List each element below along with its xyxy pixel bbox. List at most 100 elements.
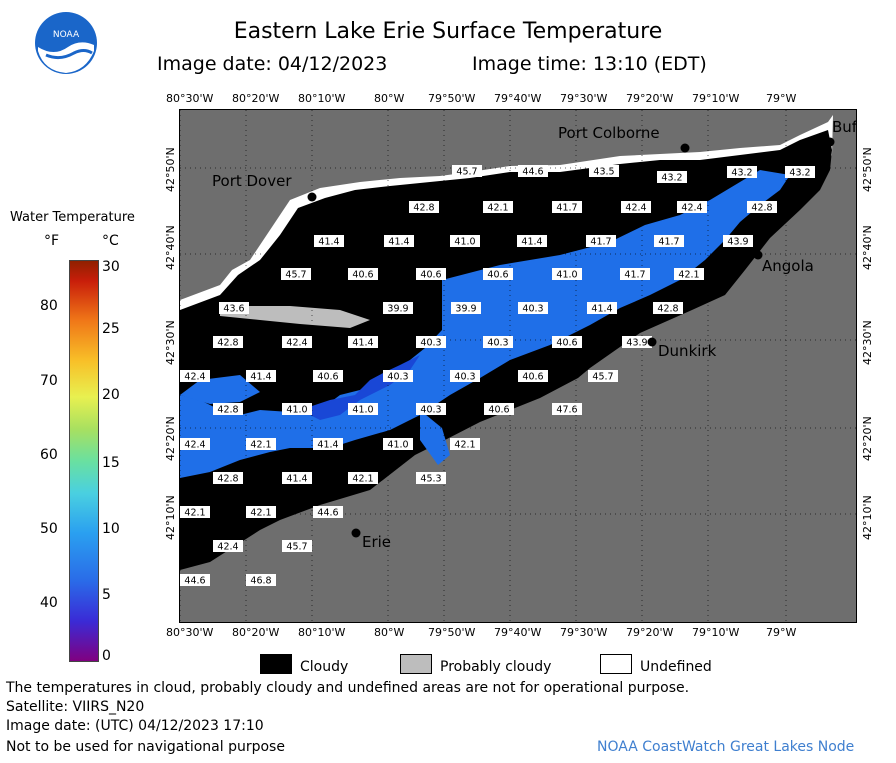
temperature-value: 43.2 bbox=[661, 173, 682, 184]
temperature-value: 42.8 bbox=[217, 405, 238, 416]
temperature-label-bg bbox=[518, 165, 548, 177]
temperature-label-bg bbox=[219, 302, 249, 314]
temperature-label: 41.4 bbox=[348, 336, 378, 349]
probably-cloudy-label: Probably cloudy bbox=[440, 659, 552, 675]
noaa-logo: NOAA bbox=[34, 11, 98, 75]
temperature-label-bg bbox=[450, 370, 480, 382]
lat-label: 42°40'N bbox=[861, 225, 874, 270]
temperature-label-bg bbox=[281, 268, 311, 280]
colorbar-f-tick: 80 bbox=[40, 298, 58, 314]
lon-label: 80°30'W bbox=[166, 92, 214, 105]
graticule bbox=[179, 110, 856, 622]
noaa-logo-icon: NOAA bbox=[35, 12, 97, 74]
temperature-value: 41.4 bbox=[250, 372, 271, 383]
temperature-value: 40.3 bbox=[487, 338, 508, 349]
temperature-value: 42.4 bbox=[217, 542, 238, 553]
temperature-label-bg bbox=[246, 438, 276, 450]
temperature-label-bg bbox=[483, 336, 513, 348]
temperature-value: 42.8 bbox=[657, 304, 678, 315]
map-title: Eastern Lake Erie Surface Temperature bbox=[233, 19, 663, 44]
temperature-label: 40.3 bbox=[416, 336, 446, 349]
temperature-label-bg bbox=[282, 472, 312, 484]
lon-label: 79°10'W bbox=[692, 92, 740, 105]
temperature-label-bg bbox=[654, 235, 684, 247]
temperature-label-bg bbox=[416, 403, 446, 415]
buffalo-label: Buf bbox=[832, 118, 856, 136]
lat-label: 42°50'N bbox=[164, 147, 177, 192]
temperature-value: 43.2 bbox=[731, 168, 752, 179]
temperature-label: 40.6 bbox=[518, 370, 548, 383]
temperature-label: 41.0 bbox=[383, 438, 413, 451]
temperature-label: 42.4 bbox=[180, 370, 210, 383]
lon-label: 80°W bbox=[374, 92, 405, 105]
temperature-label: 41.4 bbox=[313, 438, 343, 451]
temperature-label-bg bbox=[348, 268, 378, 280]
colorbar-c-tick: 25 bbox=[102, 321, 120, 337]
temperature-label: 42.4 bbox=[677, 201, 707, 214]
colorbar-title: Water Temperature bbox=[10, 210, 135, 225]
temperature-value: 43.9 bbox=[626, 338, 647, 349]
temperature-value: 42.1 bbox=[487, 203, 508, 214]
temperature-label-bg bbox=[314, 235, 344, 247]
temperature-label: 41.0 bbox=[450, 235, 480, 248]
temperature-label-bg bbox=[588, 370, 618, 382]
temperature-value: 40.6 bbox=[420, 270, 441, 281]
temperature-label: 40.3 bbox=[518, 302, 548, 315]
lon-label: 80°10'W bbox=[298, 92, 346, 105]
temperature-label-bg bbox=[587, 302, 617, 314]
temperature-label-bg bbox=[451, 302, 481, 314]
temperature-label: 43.9 bbox=[622, 336, 652, 349]
water-area bbox=[420, 410, 450, 465]
lon-label: 80°30'W bbox=[166, 626, 214, 639]
utc-date: Image date: (UTC) 04/12/2023 17:10 bbox=[6, 718, 264, 734]
temperature-label: 40.3 bbox=[383, 370, 413, 383]
temperature-value: 45.7 bbox=[285, 270, 306, 281]
temperature-labels: 45.7 44.6 43.5 43.2 43.2 43.2 42.8 42.1 41.7 42.4… bbox=[180, 165, 815, 587]
temperature-label-bg bbox=[416, 268, 446, 280]
map-frame bbox=[179, 109, 857, 623]
temperature-value: 42.4 bbox=[625, 203, 646, 214]
temperature-label-bg bbox=[348, 472, 378, 484]
temperature-label: 43.2 bbox=[785, 166, 815, 179]
temperature-label-bg bbox=[483, 201, 513, 213]
lon-label: 79°30'W bbox=[560, 626, 608, 639]
temperature-label: 47.6 bbox=[552, 403, 582, 416]
temperature-value: 43.5 bbox=[593, 167, 614, 178]
temperature-label-bg bbox=[313, 370, 343, 382]
lat-label: 42°10'N bbox=[861, 495, 874, 540]
temperature-value: 42.8 bbox=[751, 203, 772, 214]
temperature-label-bg bbox=[450, 438, 480, 450]
dunkirk-marker bbox=[647, 337, 657, 347]
svg-text:NOAA: NOAA bbox=[53, 30, 80, 40]
credit-link[interactable]: NOAA CoastWatch Great Lakes Node bbox=[597, 739, 855, 755]
temperature-label-bg bbox=[518, 370, 548, 382]
satellite: Satellite: VIIRS_N20 bbox=[6, 699, 145, 715]
unit-fahrenheit: °F bbox=[44, 233, 60, 249]
temperature-label: 45.7 bbox=[282, 540, 312, 553]
temperature-label-bg bbox=[621, 201, 651, 213]
colorbar-c-tick: 20 bbox=[102, 387, 120, 403]
temperature-value: 45.7 bbox=[286, 542, 307, 553]
lat-label: 42°10'N bbox=[164, 495, 177, 540]
temperature-label: 40.6 bbox=[552, 336, 582, 349]
probably-cloudy-area bbox=[220, 306, 370, 328]
temperature-label-bg bbox=[653, 302, 683, 314]
temperature-label: 45.7 bbox=[588, 370, 618, 383]
temperature-label-bg bbox=[180, 370, 210, 382]
temperature-label: 41.4 bbox=[314, 235, 344, 248]
map-svg: 45.7 44.6 43.5 43.2 43.2 43.2 42.8 42.1 41.7 42.4… bbox=[179, 110, 858, 622]
temperature-label: 41.4 bbox=[246, 370, 276, 383]
temperature-value: 45.7 bbox=[456, 167, 477, 178]
temperature-label-bg bbox=[348, 336, 378, 348]
lon-label: 80°20'W bbox=[232, 92, 280, 105]
temperature-value: 43.2 bbox=[789, 168, 810, 179]
temperature-value: 44.6 bbox=[522, 167, 543, 178]
erie-label: Erie bbox=[362, 533, 391, 551]
temperature-label-bg bbox=[213, 540, 243, 552]
temperature-value: 41.4 bbox=[317, 440, 338, 451]
temperature-value: 42.1 bbox=[184, 508, 205, 519]
probably-cloudy-swatch bbox=[400, 654, 432, 674]
temperature-label-bg bbox=[552, 403, 582, 415]
temperature-label: 41.7 bbox=[552, 201, 582, 214]
temperature-label: 41.0 bbox=[282, 403, 312, 416]
